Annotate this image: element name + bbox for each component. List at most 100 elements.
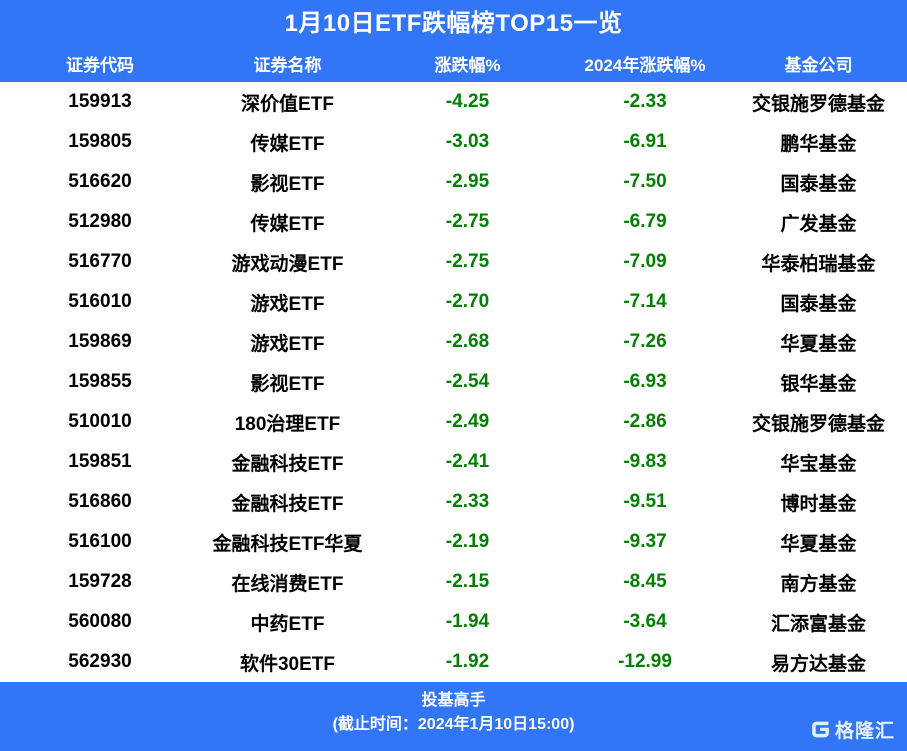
change-cell: -2.41: [445, 451, 490, 472]
footer-cutoff-time: (截止时间：2024年1月10日15:00): [332, 716, 575, 733]
change-cell: -2.54: [445, 371, 490, 392]
code-cell: 159913: [68, 91, 132, 112]
name-cell: 游戏动漫ETF: [231, 253, 344, 275]
column-header-company: 基金公司: [784, 55, 853, 75]
table-row: 516860 金融科技ETF -2.33 -9.51 博时基金: [0, 482, 907, 522]
ytd-change-cell: -9.83: [623, 451, 667, 472]
name-cell: 软件30ETF: [239, 653, 336, 675]
company-cell: 国泰基金: [780, 173, 857, 195]
change-cell: -2.33: [445, 491, 490, 512]
code-cell: 516620: [68, 171, 132, 192]
code-cell: 516770: [68, 251, 132, 272]
name-cell: 金融科技ETF华夏: [212, 533, 363, 555]
ytd-change-cell: -9.51: [623, 491, 667, 512]
table-row: 512980 传媒ETF -2.75 -6.79 广发基金: [0, 202, 907, 242]
change-cell: -4.25: [445, 91, 490, 112]
table-row: 516010 游戏ETF -2.70 -7.14 国泰基金: [0, 282, 907, 322]
change-cell: -2.70: [445, 291, 490, 312]
gelonghui-logo-text: 格隆汇: [834, 721, 895, 742]
code-cell: 159805: [68, 131, 132, 152]
table-row: 510010 180治理ETF -2.49 -2.86 交银施罗德基金: [0, 402, 907, 442]
ytd-change-cell: -6.91: [623, 131, 667, 152]
ytd-change-cell: -7.14: [623, 291, 667, 312]
ytd-change-cell: -8.45: [623, 571, 667, 592]
code-cell: 159728: [68, 571, 132, 592]
code-cell: 510010: [68, 411, 132, 432]
table-row: 159805 传媒ETF -3.03 -6.91 鹏华基金: [0, 122, 907, 162]
change-cell: -1.94: [445, 611, 490, 632]
ytd-change-cell: -7.26: [623, 331, 667, 352]
company-cell: 易方达基金: [770, 653, 866, 675]
company-cell: 银华基金: [780, 373, 857, 395]
change-cell: -1.92: [445, 651, 490, 672]
name-cell: 金融科技ETF: [231, 493, 344, 515]
column-header-ytd-change: 2024年涨跌幅%: [584, 55, 706, 75]
table-row: 159855 影视ETF -2.54 -6.93 银华基金: [0, 362, 907, 402]
name-cell: 传媒ETF: [250, 213, 325, 235]
name-cell: 游戏ETF: [250, 333, 325, 355]
company-cell: 交银施罗德基金: [751, 413, 885, 435]
change-cell: -2.75: [445, 211, 490, 232]
company-cell: 博时基金: [780, 493, 857, 515]
name-cell: 深价值ETF: [241, 93, 334, 115]
column-header-change: 涨跌幅%: [434, 55, 501, 75]
table-row: 159851 金融科技ETF -2.41 -9.83 华宝基金: [0, 442, 907, 482]
company-cell: 华宝基金: [780, 453, 857, 475]
change-cell: -2.15: [445, 571, 490, 592]
table-row: 516100 金融科技ETF华夏 -2.19 -9.37 华夏基金: [0, 522, 907, 562]
gelonghui-logo: 格隆汇: [810, 716, 895, 743]
company-cell: 华泰柏瑞基金: [761, 253, 876, 275]
table-row: 560080 中药ETF -1.94 -3.64 汇添富基金: [0, 602, 907, 642]
name-cell: 中药ETF: [250, 613, 325, 635]
footer-band: 投基高手 (截止时间：2024年1月10日15:00) 格隆汇: [0, 682, 907, 751]
gelonghui-logo-icon: [810, 719, 831, 740]
code-cell: 159851: [68, 451, 132, 472]
change-cell: -2.49: [445, 411, 490, 432]
company-cell: 华夏基金: [780, 333, 857, 355]
table-row: 159869 游戏ETF -2.68 -7.26 华夏基金: [0, 322, 907, 362]
table-row: 159913 深价值ETF -4.25 -2.33 交银施罗德基金: [0, 82, 907, 122]
company-cell: 汇添富基金: [770, 613, 866, 635]
table-row: 516620 影视ETF -2.95 -7.50 国泰基金: [0, 162, 907, 202]
change-cell: -3.03: [445, 131, 490, 152]
ytd-change-cell: -7.50: [623, 171, 667, 192]
table-body: 159913 深价值ETF -4.25 -2.33 交银施罗德基金 159805 传媒ETF…: [0, 82, 907, 682]
change-cell: -2.19: [445, 531, 490, 552]
company-cell: 鹏华基金: [780, 133, 857, 155]
column-header-row: 证券代码 证券名称 涨跌幅% 2024年涨跌幅% 基金公司: [0, 44, 907, 82]
code-cell: 512980: [68, 211, 132, 232]
column-header-code: 证券代码: [66, 55, 134, 75]
code-cell: 159869: [68, 331, 132, 352]
company-cell: 华夏基金: [780, 533, 857, 555]
ytd-change-cell: -12.99: [618, 651, 672, 672]
name-cell: 180治理ETF: [234, 413, 341, 435]
name-cell: 金融科技ETF: [231, 453, 344, 475]
ytd-change-cell: -6.93: [623, 371, 667, 392]
ytd-change-cell: -7.09: [623, 251, 667, 272]
ytd-change-cell: -3.64: [623, 611, 667, 632]
company-cell: 广发基金: [780, 213, 857, 235]
code-cell: 560080: [68, 611, 132, 632]
code-cell: 159855: [68, 371, 132, 392]
table-row: 562930 软件30ETF -1.92 -12.99 易方达基金: [0, 642, 907, 682]
name-cell: 影视ETF: [250, 373, 325, 395]
code-cell: 562930: [68, 651, 132, 672]
name-cell: 影视ETF: [250, 173, 325, 195]
name-cell: 游戏ETF: [250, 293, 325, 315]
name-cell: 在线消费ETF: [231, 573, 344, 595]
company-cell: 国泰基金: [780, 293, 857, 315]
table-header-band: 1月10日ETF跌幅榜TOP15一览 证券代码 证券名称 涨跌幅% 2024年涨…: [0, 0, 907, 82]
code-cell: 516860: [68, 491, 132, 512]
code-cell: 516100: [68, 531, 132, 552]
table-row: 516770 游戏动漫ETF -2.75 -7.09 华泰柏瑞基金: [0, 242, 907, 282]
company-cell: 南方基金: [780, 573, 857, 595]
name-cell: 传媒ETF: [250, 133, 325, 155]
change-cell: -2.95: [445, 171, 490, 192]
column-header-name: 证券名称: [253, 55, 322, 75]
ytd-change-cell: -2.33: [623, 91, 667, 112]
page-title: 1月10日ETF跌幅榜TOP15一览: [284, 10, 623, 37]
footer-source: 投基高手: [421, 692, 486, 709]
change-cell: -2.75: [445, 251, 490, 272]
table-row: 159728 在线消费ETF -2.15 -8.45 南方基金: [0, 562, 907, 602]
